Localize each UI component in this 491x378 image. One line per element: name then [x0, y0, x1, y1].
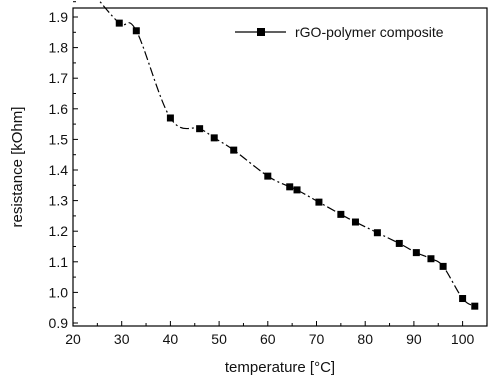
- data-point-marker: [132, 27, 140, 35]
- data-point-marker: [412, 249, 420, 257]
- data-point-marker: [315, 198, 323, 206]
- data-point-marker: [286, 183, 294, 191]
- y-tick-label: 1.0: [49, 284, 69, 300]
- plot-frame: [72, 7, 488, 327]
- data-point-marker: [210, 134, 218, 142]
- y-tick-label: 1.2: [49, 223, 69, 239]
- series-layer: [97, 0, 479, 310]
- x-tick-label: 60: [260, 331, 276, 347]
- x-axis-ticks: 20 30 40 50 60 70 80 90 100: [65, 321, 488, 347]
- y-tick-label: 0.9: [49, 315, 69, 331]
- x-tick-label: 30: [114, 331, 130, 347]
- y-tick-label: 1.9: [49, 9, 69, 25]
- legend: rGO-polymer composite: [235, 24, 444, 40]
- data-point-marker: [427, 255, 435, 263]
- y-axis-title: resistance [kOhm]: [9, 107, 26, 228]
- legend-label: rGO-polymer composite: [295, 24, 444, 40]
- data-point-marker: [230, 146, 238, 154]
- x-tick-label: 70: [309, 331, 325, 347]
- y-tick-label: 1.4: [49, 162, 69, 178]
- x-tick-label: 50: [211, 331, 227, 347]
- data-point-marker: [166, 114, 174, 122]
- data-point-marker: [264, 172, 272, 180]
- data-point-marker: [471, 302, 479, 310]
- data-point-marker: [373, 229, 381, 237]
- x-tick-label: 90: [406, 331, 422, 347]
- x-tick-label: 80: [357, 331, 373, 347]
- y-tick-label: 1.7: [49, 70, 69, 86]
- x-tick-label: 20: [65, 331, 81, 347]
- y-tick-label: 1.8: [49, 40, 69, 56]
- y-tick-label: 1.5: [49, 131, 69, 147]
- data-point-marker: [351, 218, 359, 226]
- data-point-marker: [337, 210, 345, 218]
- data-point-marker: [196, 125, 204, 133]
- data-point-marker: [395, 239, 403, 247]
- y-tick-label: 1.1: [49, 254, 69, 270]
- y-tick-label: 1.6: [49, 101, 69, 117]
- x-tick-label: 100: [451, 331, 475, 347]
- x-tick-label: 40: [163, 331, 179, 347]
- data-point-marker: [459, 295, 467, 303]
- series-line: [97, 0, 476, 307]
- x-axis-title: temperature [°C]: [225, 359, 335, 376]
- y-tick-label: 1.3: [49, 193, 69, 209]
- data-point-marker: [439, 262, 447, 270]
- data-point-marker: [115, 19, 123, 27]
- legend-marker: [257, 28, 265, 36]
- data-point-marker: [293, 186, 301, 194]
- y-axis-ticks: 0.91.01.11.21.31.41.51.61.71.81.92.0: [49, 1, 78, 331]
